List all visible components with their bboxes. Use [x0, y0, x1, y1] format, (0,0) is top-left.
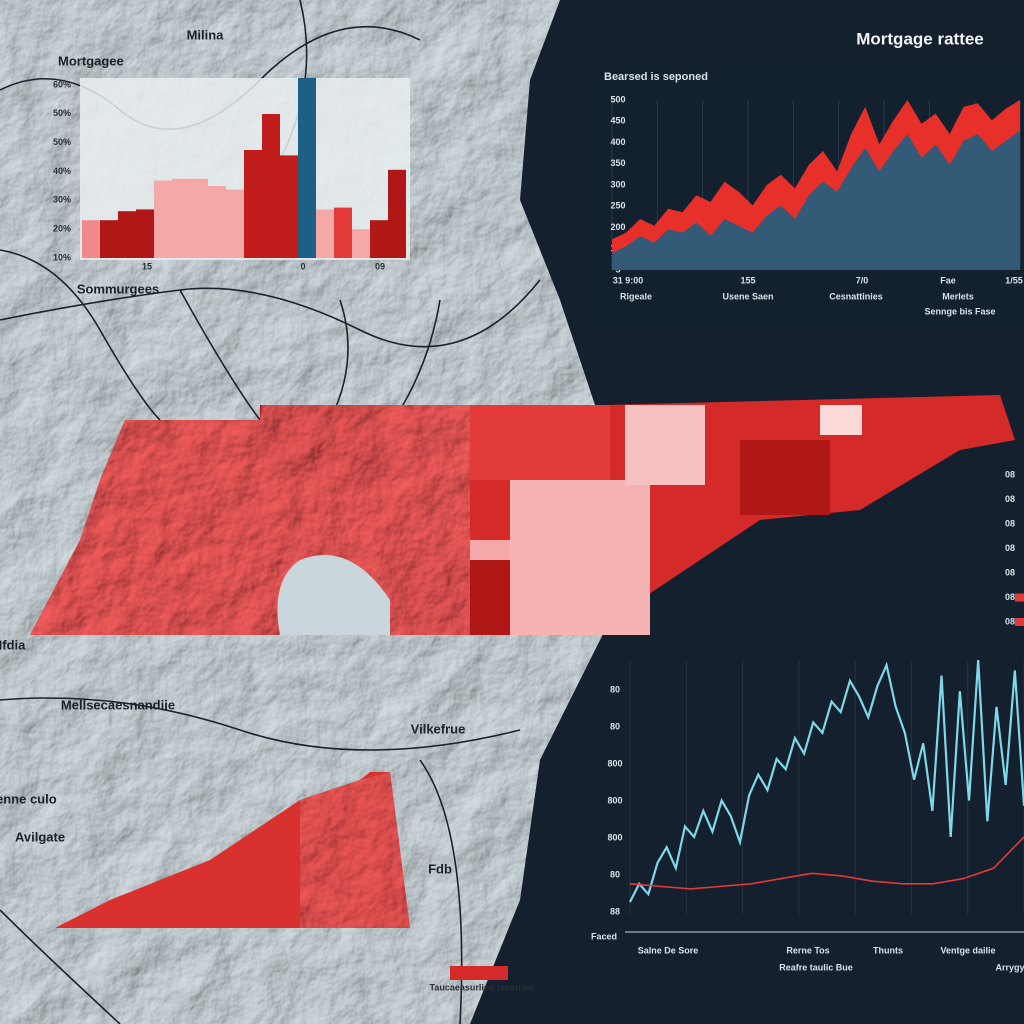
map-label: Milina [187, 27, 225, 42]
y-tick-label: 50% [53, 108, 71, 118]
y-tick-label: 250 [610, 201, 625, 211]
line [629, 659, 1024, 903]
bar [244, 150, 262, 258]
bar [100, 220, 118, 258]
legend-swatch [1015, 593, 1024, 602]
x-sublabel: Arrygy [995, 962, 1024, 972]
x-tick-label: 155 [740, 275, 755, 285]
y-tick-label: 60% [53, 79, 71, 89]
bar [280, 155, 298, 258]
y-tick-label: 88 [610, 906, 620, 916]
y-tick-label: 800 [607, 832, 622, 842]
map-label: Avilgate [15, 829, 65, 844]
badge: Taucaeasurlied tasarries [430, 982, 535, 992]
x-tick-label: Fae [940, 275, 956, 285]
y-tick-label: 350 [610, 158, 625, 168]
x-tick-label: 1/55 [1005, 275, 1023, 285]
map-label: Sommurgees [77, 281, 159, 296]
borders [0, 0, 541, 1024]
bar [298, 78, 316, 258]
x-tick-label: Faced [591, 931, 617, 941]
line [629, 836, 1024, 890]
y-tick-label: 80 [610, 684, 620, 694]
bar [154, 180, 172, 258]
bar [334, 207, 352, 258]
x-sublabel: Merlets [942, 291, 974, 301]
y-tick-label: 200 [610, 222, 625, 232]
legend-label: 08 [1005, 592, 1015, 602]
map-label: Mellsecaesnandiie [61, 697, 175, 712]
badge-box [450, 966, 508, 980]
x-tick-label: 0 [300, 261, 305, 271]
bar [388, 169, 406, 258]
bar-title: Mortgagee [58, 53, 124, 68]
legend-label: 08 [1005, 518, 1015, 528]
legend-label: 08 [1005, 543, 1015, 553]
y-tick-label: 300 [610, 179, 625, 189]
x-tick-label: Thunts [873, 945, 903, 955]
area-title: Bearsed is seponed [604, 71, 708, 83]
map-label: Fdb [428, 861, 452, 876]
bar [136, 209, 154, 258]
map-label: Ifdia [0, 637, 26, 652]
title: Mortgage rattee [856, 29, 984, 48]
x-tick-label: 09 [375, 261, 385, 271]
bar [352, 229, 370, 258]
map-label: Senne culo [0, 791, 57, 806]
y-tick-label: 500 [610, 94, 625, 104]
bar [208, 186, 226, 258]
y-tick-label: 50% [53, 137, 71, 147]
bar [316, 209, 334, 258]
area [612, 130, 1020, 270]
red-region [30, 395, 1015, 928]
x-tick-label: Salne De Sore [638, 945, 699, 955]
y-tick-label: 800 [607, 795, 622, 805]
y-tick-label: 800 [607, 758, 622, 768]
x-sublabel: Rigeale [620, 291, 652, 301]
legend-label: 08 [1005, 494, 1015, 504]
legend-label: 08 [1005, 469, 1015, 479]
x-sublabel: Reafre taulic Bue [779, 962, 853, 972]
x-tick-label: Rerne Tos [786, 945, 829, 955]
y-tick-label: 80 [610, 869, 620, 879]
bar [226, 189, 244, 258]
legend-label: 08 [1005, 616, 1015, 626]
bar [82, 220, 100, 258]
y-tick-label: 20% [53, 224, 71, 234]
bar [118, 211, 136, 258]
y-tick-label: 40% [53, 166, 71, 176]
x-tick-label: 7/0 [856, 275, 869, 285]
y-tick-label: 10% [53, 252, 71, 262]
x-tick-label: Ventge dailie [940, 945, 995, 955]
bar [262, 114, 280, 258]
y-tick-label: 400 [610, 137, 625, 147]
y-tick-label: 30% [53, 195, 71, 205]
legend-label: 08 [1005, 567, 1015, 577]
x-tick-label: 15 [142, 261, 152, 271]
bar [190, 178, 208, 258]
bar [370, 220, 388, 258]
x-sublabel: Usene Saen [722, 291, 773, 301]
legend-swatch [1015, 618, 1024, 626]
y-tick-label: 450 [610, 116, 625, 126]
y-tick-label: 80 [610, 721, 620, 731]
map-label: Vilkefrue [411, 721, 466, 736]
x-sublabel: Sennge bis Fase [924, 306, 995, 316]
bar [172, 178, 190, 258]
x-tick-label: 31 9:00 [613, 275, 644, 285]
x-sublabel: Cesnattinies [829, 291, 883, 301]
